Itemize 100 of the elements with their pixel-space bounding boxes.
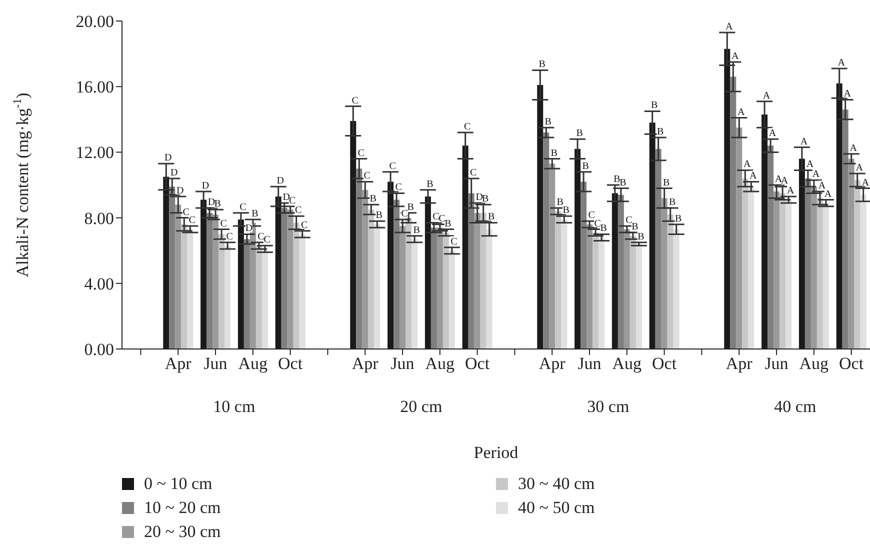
data-label: D [202,180,210,192]
data-label: D [170,167,178,178]
x-tick-label: Oct [652,354,677,374]
data-label: C [301,220,308,231]
legend-label: 10 ~ 20 cm [144,498,221,518]
x-tick-label: Jun [390,354,415,374]
legend-label: 0 ~ 10 cm [144,474,212,494]
data-label: C [295,205,302,216]
data-label: A [738,106,746,118]
data-label: B [413,224,420,236]
data-label: B [407,202,414,213]
data-label: D [164,152,172,164]
data-label: B [488,212,496,223]
data-label: A [856,162,864,174]
data-label: B [632,222,639,233]
data-label: B [376,210,383,222]
data-label: C [470,167,478,178]
x-tick-label: Apr [726,354,753,374]
data-label: B [252,208,259,220]
data-label: B [544,116,552,128]
data-label: B [663,177,670,188]
data-label: A [768,128,777,140]
data-label: B [426,178,434,190]
text: 10 cm [212,397,256,417]
data-label: C [352,95,359,106]
data-label: C [389,160,396,172]
x-tick-label: Apr [352,354,379,374]
data-label: D [176,185,184,196]
data-label: B [620,177,627,188]
x-axis-title: Period [474,443,519,462]
data-label: C [626,215,633,226]
data-label: C [264,234,271,246]
data-label: B [582,160,590,172]
data-label: C [358,148,365,159]
x-tick-label: Oct [839,354,864,374]
text: 40 cm [773,397,818,417]
y-tick-label: 12.00 [76,143,114,162]
data-label: C [364,170,371,182]
data-label: C [594,218,602,230]
data-label: A [732,51,740,62]
data-label: A [844,88,852,100]
data-label: B [214,198,222,210]
data-label: A [750,170,758,182]
y-tick-label: 0.00 [84,340,114,360]
data-label: C [588,210,596,222]
x-tick-label: Aug [612,354,642,374]
y-tick-label: 8.00 [84,208,114,228]
data-label: B [538,59,546,70]
x-tick-label: Apr [538,354,566,374]
data-label: D [276,176,284,187]
x-tick-label: Aug [799,354,830,374]
data-label: B [669,196,676,208]
data-label: A [762,90,771,102]
data-label: A [786,185,795,196]
data-label: B [600,223,608,234]
data-label: B [444,218,452,230]
text: 30 cm [586,397,630,417]
data-label: B [614,174,621,185]
data-label: D [245,223,253,234]
x-tick-label: Aug [238,354,268,374]
data-label: B [675,213,682,224]
data-label: C [432,212,440,223]
data-label: C [220,218,228,230]
y-tick-label: 16.00 [76,78,114,97]
x-tick-label: Oct [278,354,303,374]
data-label: B [638,231,645,242]
data-label: B [657,126,664,138]
legend-label: 40 ~ 50 cm [518,498,595,518]
data-label: B [482,194,490,205]
x-tick-label: Jun [578,354,602,374]
data-label: B [550,148,558,159]
data-label: C [240,202,247,213]
data-label: B [556,196,564,208]
data-label: C [450,236,458,248]
x-tick-label: Jun [764,354,789,374]
data-label: C [438,213,446,224]
data-label: C [258,231,265,242]
data-label: B [562,205,570,216]
x-tick-label: Jun [204,354,228,374]
data-label: A [850,142,858,154]
legend-label: 30 ~ 40 cm [518,474,595,494]
x-tick-label: Aug [425,354,456,374]
data-label: A [838,58,846,69]
x-tick-label: Apr [164,354,192,374]
data-label: A [812,169,820,180]
data-label: C [188,215,196,226]
data-label: C [395,182,402,194]
data-label: A [800,136,808,148]
data-label: C [464,122,472,133]
legend-label: 20 ~ 30 cm [144,522,221,542]
data-label: C [182,206,190,218]
data-label: A [862,177,870,188]
text: 20 cm [399,397,444,417]
data-label: D [476,192,483,204]
data-label: A [726,21,734,32]
data-label: A [818,180,826,192]
data-label: A [824,188,832,200]
x-tick-label: Oct [465,354,490,374]
data-label: C [401,208,408,220]
data-label: A [806,159,814,170]
